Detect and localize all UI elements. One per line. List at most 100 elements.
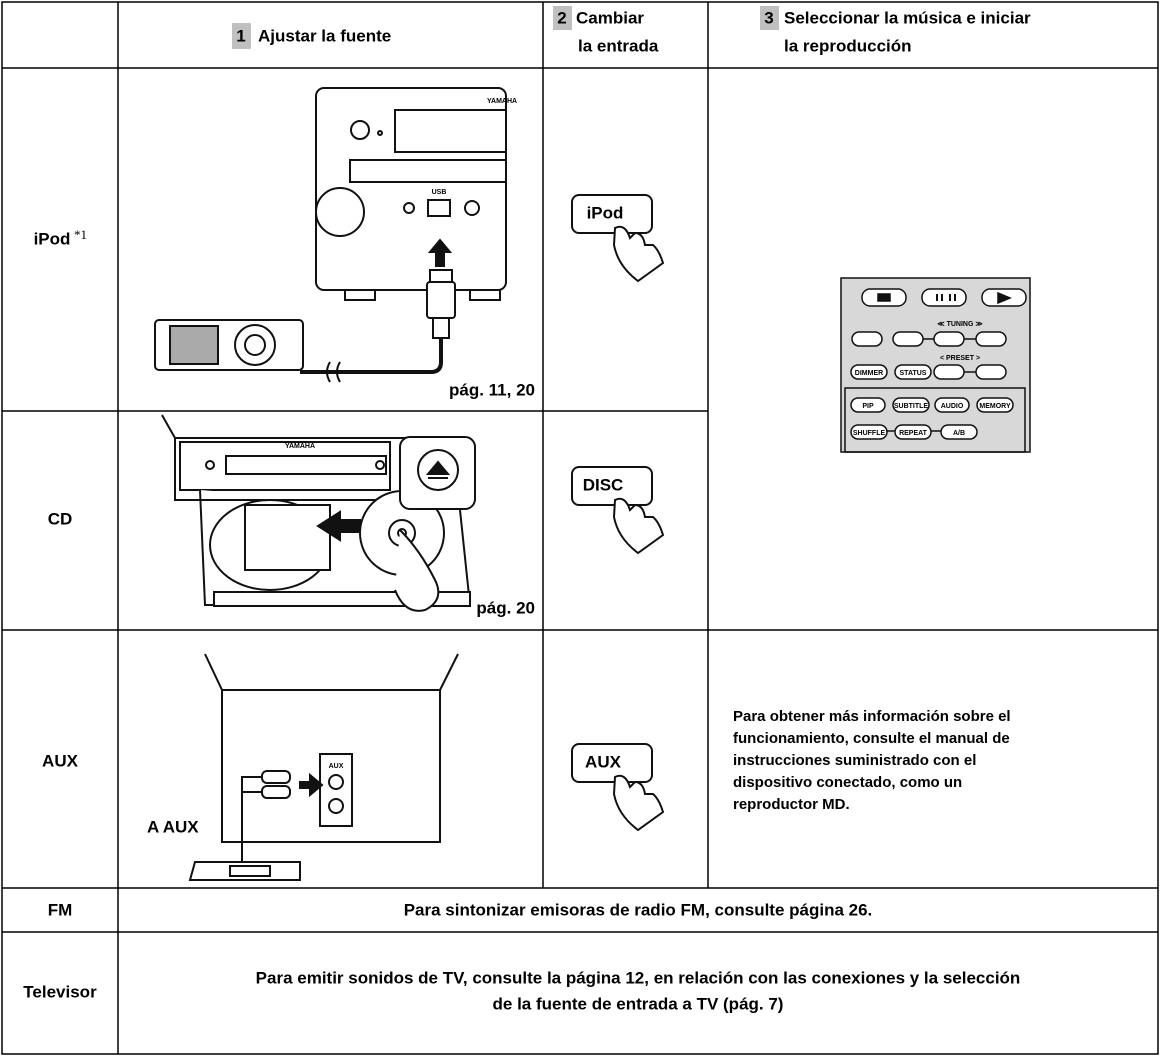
ipod-illustration [154, 87, 507, 383]
ipod-illustration-part [315, 187, 365, 237]
remote-illustration-part [894, 424, 932, 440]
ipod-illustration-part [244, 334, 266, 356]
remote-illustration-part [975, 364, 1007, 380]
ipod-illustration-part [349, 159, 507, 183]
remote-illustration-part [976, 397, 1014, 413]
button-label: AUX [585, 752, 622, 771]
ipod-illustration-part [403, 202, 415, 214]
remote-label: AUDIO [941, 403, 964, 410]
ipod-illustration-part [427, 238, 453, 267]
header-number-boxes-part [553, 6, 572, 30]
row-label: AUX [42, 751, 79, 770]
aux-illustration-part [261, 770, 291, 784]
row-label: CD [48, 509, 73, 528]
row-label: iPod [34, 229, 71, 248]
cd-illustration-part [205, 460, 215, 470]
remote-label: STATUS [900, 370, 927, 377]
aux-illustration-part [299, 772, 324, 798]
ipod-illustration-part [464, 200, 480, 216]
remote-illustration-part [851, 331, 883, 347]
note-line: dispositivo conectado, como un [733, 774, 962, 791]
note-line: reproductor MD. [733, 796, 850, 813]
header-number: 2 [557, 8, 566, 27]
remote-label: A/B [953, 430, 965, 437]
footnote-mark: *1 [74, 227, 87, 242]
header-label: Ajustar la fuente [258, 26, 391, 45]
header-number-boxes [232, 6, 779, 49]
remote-illustration-part [850, 424, 888, 440]
device-label: YAMAHA [487, 98, 517, 105]
ipod-illustration-part [432, 317, 450, 339]
header-label: Seleccionar la música e iniciar [784, 8, 1031, 27]
note-line: funcionamiento, consulte el manual de [733, 730, 1010, 747]
aux-illustration-part [261, 785, 291, 799]
remote-illustration-part [844, 387, 1026, 453]
ipod-illustration-part [344, 289, 376, 301]
remote-illustration-part [877, 293, 891, 302]
row-label: FM [48, 900, 73, 919]
remote-label: DIMMER [855, 370, 883, 377]
header-label: Cambiar [576, 8, 644, 27]
button-hands [571, 194, 665, 832]
remote-label: SUBTITLE [894, 403, 929, 410]
ipod-illustration-part [169, 325, 219, 365]
cd-illustration-part [375, 460, 385, 470]
ipod-illustration-part [426, 281, 456, 319]
remote-illustration-part [894, 364, 932, 380]
ipod-illustration-part [469, 289, 501, 301]
cd-illustration-part [244, 504, 331, 571]
header-number-boxes-part [232, 23, 251, 49]
header-number: 3 [764, 8, 773, 27]
button-hands-part [571, 743, 653, 783]
remote-illustration-part [933, 364, 965, 380]
device-label: USB [432, 189, 447, 196]
cd-illustration-part [394, 529, 440, 612]
remote-label: PIP [862, 403, 874, 410]
ipod-illustration-part [326, 361, 341, 383]
aux-illustration-part [328, 774, 344, 790]
row-text: Para sintonizar emisoras de radio FM, co… [404, 900, 873, 919]
button-label: DISC [583, 475, 624, 494]
cd-illustration-part [425, 460, 451, 479]
row-text: Para emitir sonidos de TV, consulte la p… [256, 968, 1021, 987]
remote-illustration-part [997, 291, 1012, 305]
aux-note: Para obtener más información sobre el fu… [733, 708, 1011, 813]
remote-illustration-part [850, 397, 886, 413]
header-label: la reproducción [784, 36, 912, 55]
remote-label: REPEAT [899, 430, 928, 437]
remote-illustration-part [921, 288, 967, 307]
remote-illustration [840, 277, 1031, 453]
cd-illustration-part [161, 414, 420, 501]
ipod-illustration-part [427, 199, 451, 217]
page-ref: pág. 11, 20 [449, 380, 535, 399]
row-label: Televisor [23, 982, 97, 1001]
remote-illustration-part [892, 331, 924, 347]
ipod-illustration-part [394, 109, 507, 153]
remote-label: MEMORY [979, 403, 1011, 410]
button-hands-part [571, 466, 653, 506]
remote-label: ≪ TUNING ≫ [937, 321, 982, 328]
remote-illustration-part [886, 338, 976, 432]
cd-illustration [161, 414, 476, 612]
remote-illustration-part [934, 397, 970, 413]
ipod-illustration-part [300, 338, 443, 374]
aux-illustration-part [204, 653, 459, 843]
aux-illustration [188, 653, 459, 881]
button-hands-part [612, 225, 665, 283]
connector-label: A AUX [147, 817, 199, 836]
row-text: de la fuente de entrada a TV (pág. 7) [493, 994, 784, 1013]
ipod-illustration-part [350, 120, 370, 140]
remote-illustration-part [933, 331, 965, 347]
device-label: AUX [329, 763, 344, 770]
note-line: instrucciones suministrado con el [733, 752, 976, 769]
device-label: YAMAHA [285, 443, 315, 450]
remote-label: < PRESET > [940, 355, 980, 362]
cd-illustration-part [225, 455, 387, 475]
remote-illustration-part [936, 294, 956, 301]
ipod-illustration-part [377, 130, 383, 136]
